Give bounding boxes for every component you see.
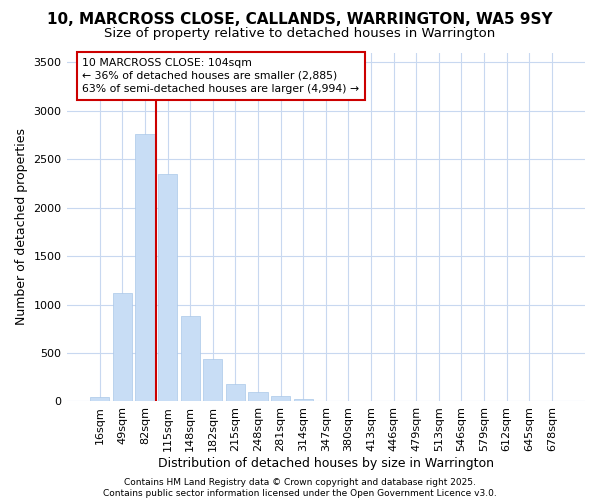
Y-axis label: Number of detached properties: Number of detached properties [15, 128, 28, 326]
Bar [90, 396, 109, 402]
Bar [203, 360, 223, 402]
Bar [136, 134, 155, 402]
Bar [248, 392, 268, 402]
Bar [271, 396, 290, 402]
Bar [113, 293, 132, 402]
Text: 10, MARCROSS CLOSE, CALLANDS, WARRINGTON, WA5 9SY: 10, MARCROSS CLOSE, CALLANDS, WARRINGTON… [47, 12, 553, 28]
Text: Size of property relative to detached houses in Warrington: Size of property relative to detached ho… [104, 28, 496, 40]
Bar [293, 398, 313, 402]
X-axis label: Distribution of detached houses by size in Warrington: Distribution of detached houses by size … [158, 457, 494, 470]
Text: 10 MARCROSS CLOSE: 104sqm
← 36% of detached houses are smaller (2,885)
63% of se: 10 MARCROSS CLOSE: 104sqm ← 36% of detac… [82, 58, 359, 94]
Bar [158, 174, 177, 402]
Text: Contains HM Land Registry data © Crown copyright and database right 2025.
Contai: Contains HM Land Registry data © Crown c… [103, 478, 497, 498]
Bar [181, 316, 200, 402]
Bar [226, 384, 245, 402]
